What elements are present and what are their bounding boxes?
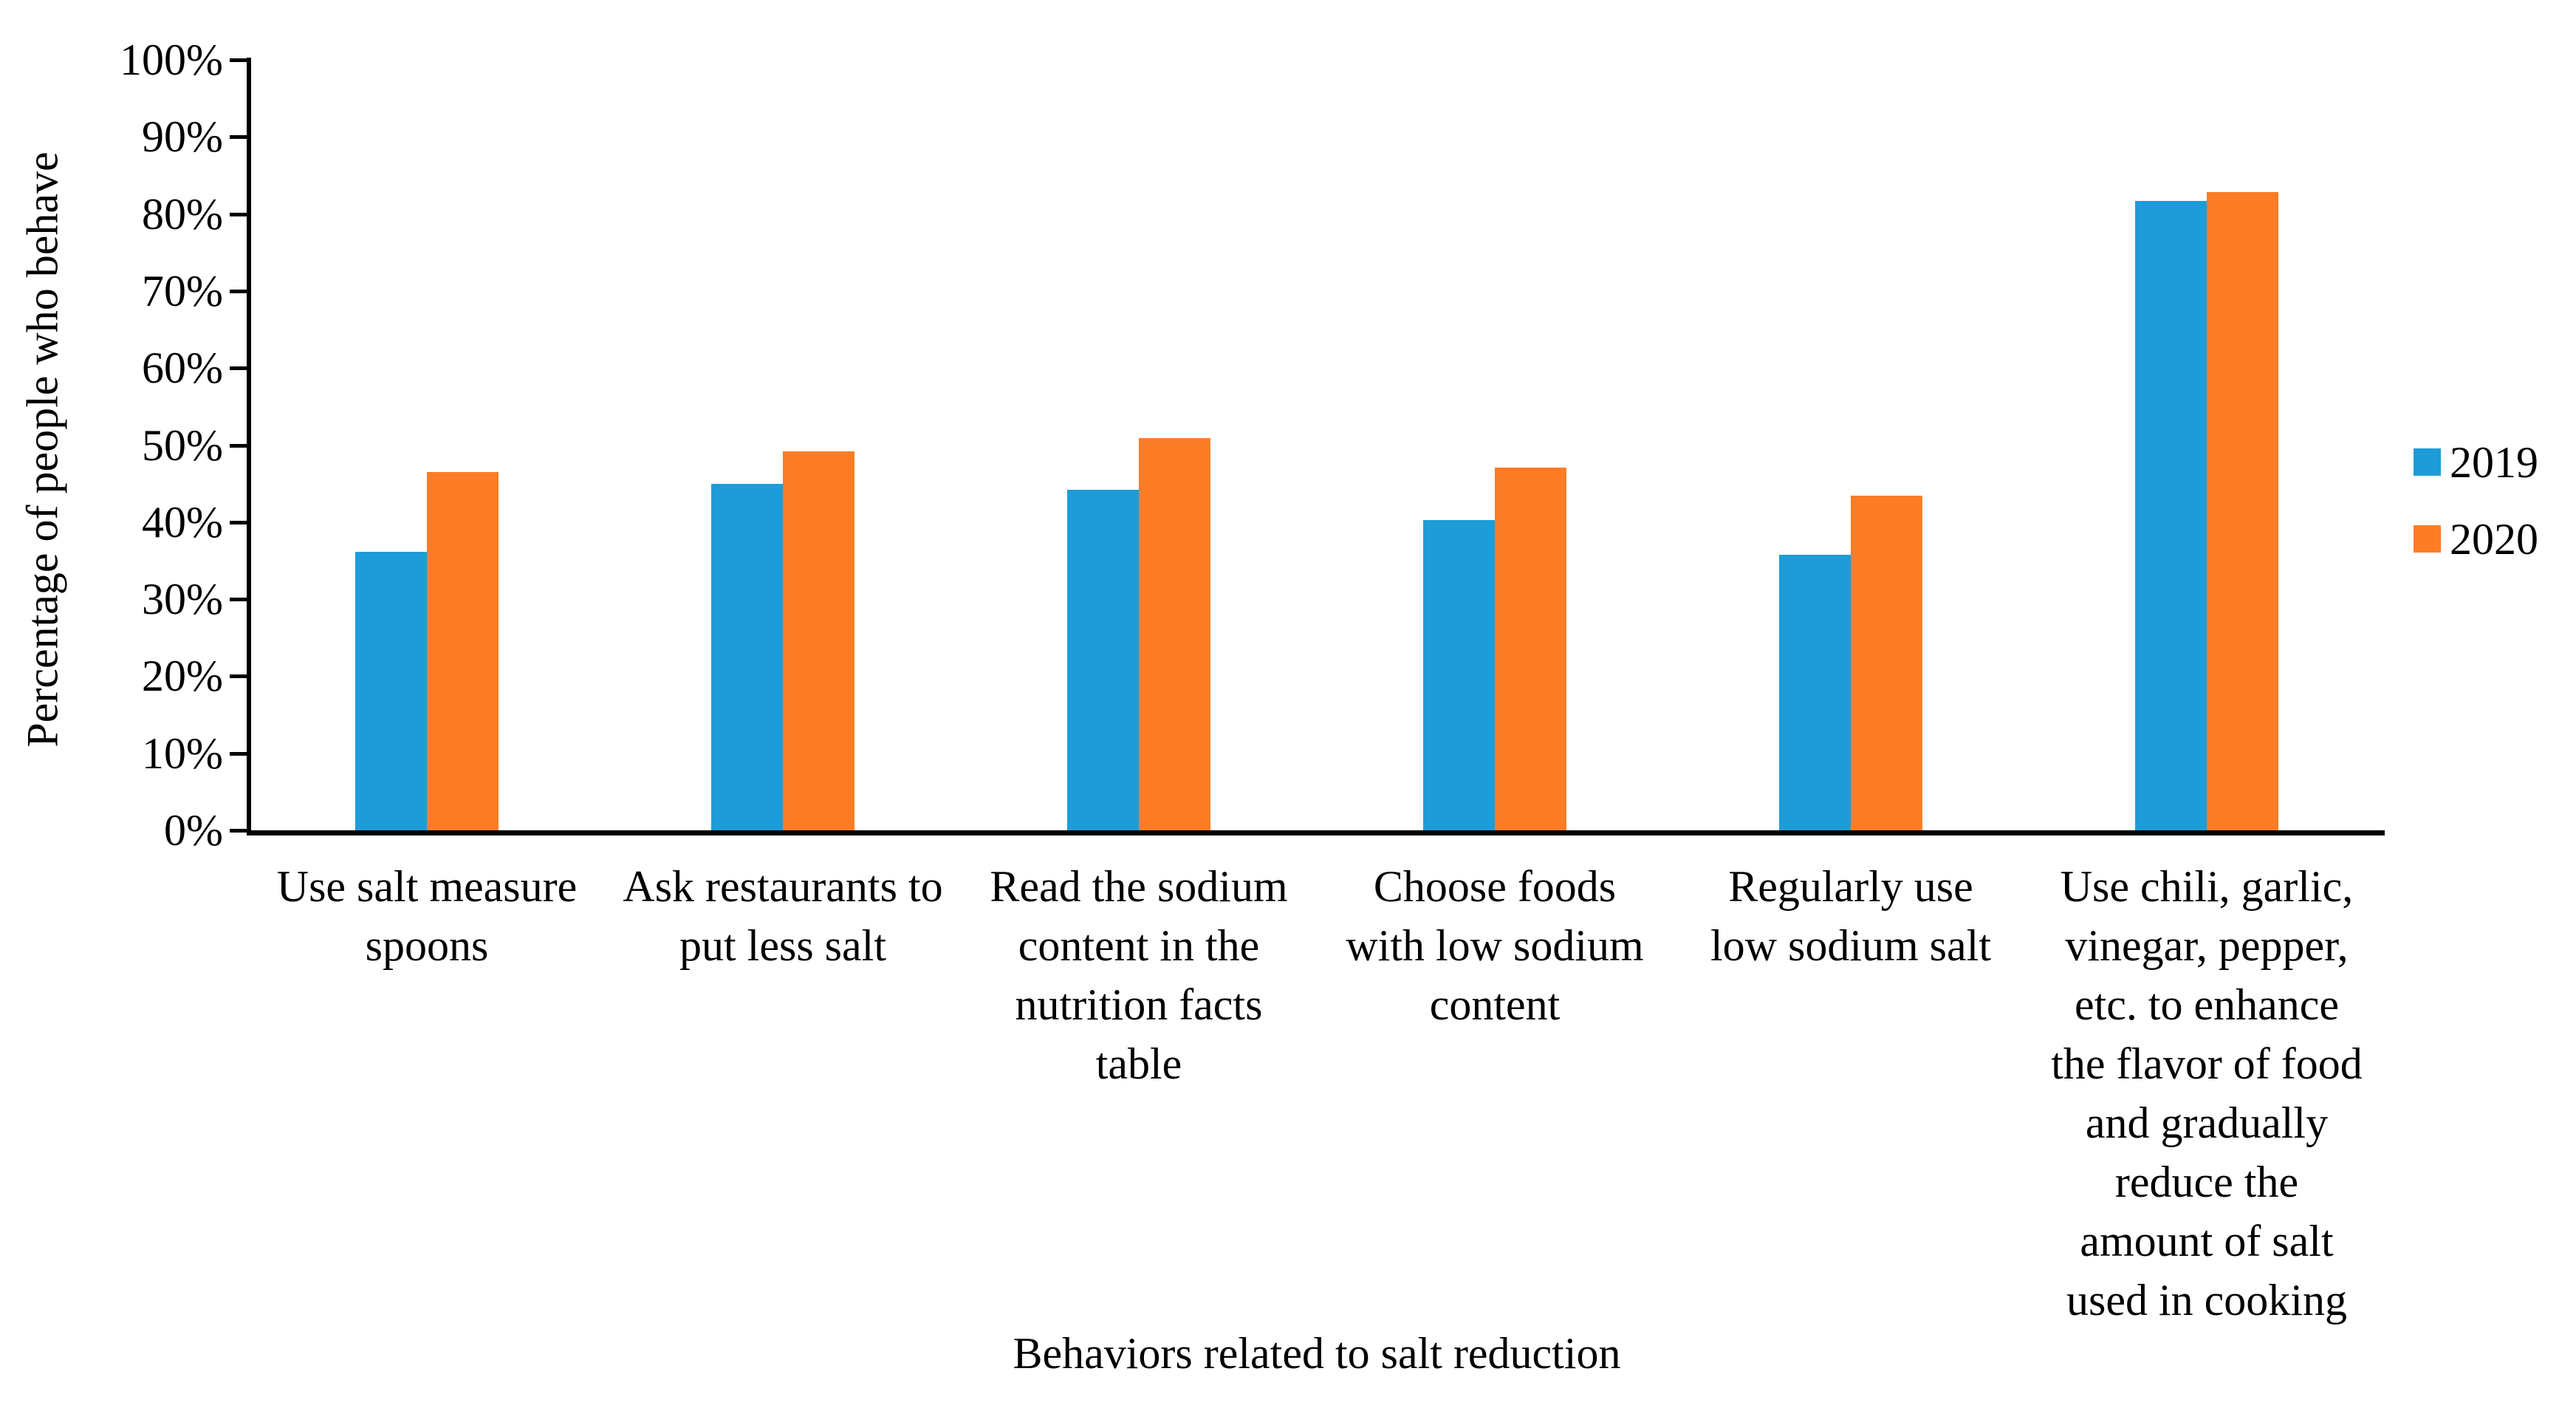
bar-2019-group2 [711, 484, 783, 830]
category-label-2: Ask restaurants to put less salt [605, 857, 961, 975]
category-label-line: reduce the [2114, 1158, 2299, 1206]
y-tick-label: 60% [142, 344, 223, 393]
category-label-line: Read the sodium [990, 862, 1288, 911]
bar-2019-group3 [1067, 490, 1139, 830]
category-label-line: used in cooking [2066, 1276, 2347, 1325]
y-tick-label: 50% [142, 420, 223, 470]
y-tick-label: 80% [142, 189, 223, 239]
category-label-line: Regularly use [1728, 862, 1973, 911]
y-tick-label: 40% [142, 497, 223, 547]
category-label-4: Choose foods with low sodium content [1317, 857, 1673, 1034]
bar-2020-group4 [1495, 468, 1566, 830]
legend-label-2020: 2020 [2450, 514, 2538, 564]
category-label-line: Ask restaurants to [623, 862, 943, 911]
legend-item-2019: 2019 [2414, 436, 2538, 488]
category-label-5: Regularly use low sodium salt [1673, 857, 2029, 975]
y-tick-mark [230, 829, 249, 833]
category-label-line: Use salt measure [276, 862, 578, 911]
category-label-line: with low sodium [1346, 921, 1644, 970]
category-label-line: put less salt [679, 921, 886, 970]
bar-2020-group1 [427, 472, 499, 830]
y-tick-label: 30% [142, 575, 223, 624]
y-tick-mark [230, 443, 249, 448]
x-axis-title: Behaviors related to salt reduction [1013, 1329, 1621, 1378]
bar-2020-group6 [2207, 192, 2278, 830]
category-label-line: vinegar, pepper, [2065, 921, 2349, 970]
category-label-line: low sodium salt [1710, 921, 1991, 970]
category-label-line: amount of salt [2080, 1217, 2334, 1265]
y-tick-mark [230, 520, 249, 524]
legend-item-2020: 2020 [2414, 513, 2538, 565]
bar-2019-group4 [1423, 520, 1495, 830]
y-tick-label: 90% [142, 112, 223, 162]
bar-2020-group5 [1851, 496, 1922, 830]
y-tick-mark [230, 598, 249, 602]
y-tick-mark [230, 751, 249, 756]
category-label-line: and gradually [2085, 1098, 2329, 1147]
y-tick-label: 70% [142, 266, 223, 315]
y-tick-label: 100% [120, 35, 223, 84]
y-tick-label: 20% [142, 652, 223, 701]
legend-swatch-2020-icon [2414, 525, 2441, 553]
y-tick-mark [230, 289, 249, 293]
bar-2020-group3 [1139, 438, 1210, 830]
bar-2019-group6 [2135, 201, 2207, 830]
y-tick-label: 10% [142, 728, 223, 778]
y-tick-mark [230, 58, 249, 62]
category-label-line: content [1429, 980, 1561, 1029]
y-tick-mark [230, 366, 249, 371]
category-label-line: Choose foods [1373, 862, 1617, 911]
category-label-line: the flavor of food [2051, 1039, 2363, 1088]
category-label-line: Use chili, garlic, [2060, 862, 2354, 911]
bar-2020-group2 [783, 451, 854, 830]
bar-2019-group5 [1779, 555, 1851, 830]
category-label-line: table [1095, 1039, 1182, 1088]
category-label-line: spoons [365, 921, 489, 970]
category-label-line: nutrition facts [1015, 980, 1263, 1029]
y-tick-mark [230, 674, 249, 679]
y-tick-label: 0% [164, 806, 223, 855]
y-tick-mark [230, 212, 249, 216]
category-label-1: Use salt measure spoons [249, 857, 605, 975]
legend-swatch-2019-icon [2414, 448, 2441, 476]
legend-label-2019: 2019 [2450, 437, 2538, 487]
x-axis-line [247, 830, 2385, 835]
category-label-line: etc. to enhance [2074, 980, 2340, 1029]
category-label-6: Use chili, garlic, vinegar, pepper, etc. t… [2029, 857, 2385, 1330]
category-label-line: content in the [1018, 921, 1260, 970]
y-tick-mark [230, 135, 249, 140]
y-axis-line [247, 58, 251, 835]
chart-legend: 2019 2020 [2414, 436, 2538, 589]
category-label-3: Read the sodium content in the nutrition f… [961, 857, 1317, 1093]
bar-2019-group1 [355, 552, 427, 830]
